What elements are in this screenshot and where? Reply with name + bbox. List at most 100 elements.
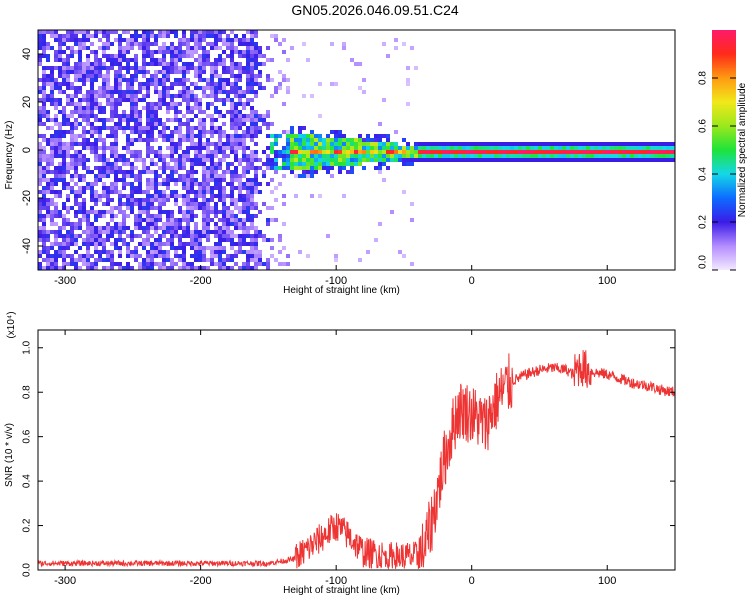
heatmap-cell (106, 74, 110, 78)
heatmap-cell (106, 230, 110, 234)
heatmap-cell (62, 66, 66, 70)
heatmap-cell (154, 222, 158, 226)
heatmap-cell (202, 134, 206, 138)
heatmap-cell (42, 174, 46, 178)
heatmap-cell (74, 78, 78, 82)
heatmap-cell (574, 142, 578, 146)
heatmap-cell (70, 66, 74, 70)
heatmap-cell (334, 82, 338, 86)
heatmap-cell (246, 42, 250, 46)
heatmap-cell (62, 258, 66, 262)
heatmap-cell (198, 130, 202, 134)
heatmap-cell (422, 154, 426, 158)
heatmap-cell (238, 138, 242, 142)
heatmap-cell (206, 82, 210, 86)
heatmap-cell (134, 30, 138, 34)
heatmap-cell (118, 54, 122, 58)
heatmap-cell (222, 246, 226, 250)
snr-y-tick-label: 0.0 (22, 563, 33, 577)
heatmap-cell (426, 146, 430, 150)
heatmap-cell (574, 150, 578, 154)
heatmap-cell (106, 258, 110, 262)
heatmap-cell (182, 138, 186, 142)
heatmap-cell (74, 234, 78, 238)
heatmap-cell (234, 90, 238, 94)
heatmap-cell (194, 114, 198, 118)
heatmap-cell (162, 202, 166, 206)
heatmap-cell (54, 214, 58, 218)
heatmap-cell (70, 94, 74, 98)
heatmap-cell (190, 234, 194, 238)
heatmap-cell (94, 154, 98, 158)
heatmap-cell (202, 210, 206, 214)
heatmap-cell (50, 190, 54, 194)
heatmap-cell (106, 250, 110, 254)
heatmap-cell (138, 210, 142, 214)
heatmap-cell (82, 202, 86, 206)
heatmap-cell (418, 150, 422, 154)
heatmap-cell (106, 190, 110, 194)
heatmap-cell (658, 146, 662, 150)
heatmap-cell (258, 258, 262, 262)
heatmap-cell (42, 218, 46, 222)
heatmap-cell (190, 62, 194, 66)
heatmap-cell (98, 62, 102, 66)
heatmap-cell (174, 78, 178, 82)
heatmap-cell (410, 46, 414, 50)
heatmap-cell (226, 82, 230, 86)
heatmap-cell (554, 146, 558, 150)
heatmap-cell (78, 54, 82, 58)
heatmap-cell (54, 58, 58, 62)
heatmap-cell (78, 226, 82, 230)
heatmap-cell (54, 170, 58, 174)
heatmap-cell (174, 30, 178, 34)
heatmap-cell (78, 106, 82, 110)
heatmap-cell (246, 210, 250, 214)
heatmap-cell (46, 190, 50, 194)
heatmap-cell (266, 206, 270, 210)
heatmap-cell (342, 134, 346, 138)
heatmap-cell (50, 214, 54, 218)
heatmap-cell (126, 254, 130, 258)
heatmap-cell (530, 142, 534, 146)
heatmap-cell (246, 218, 250, 222)
heatmap-cell (178, 166, 182, 170)
heatmap-cell (406, 150, 410, 154)
heatmap-cell (362, 166, 366, 170)
heatmap-cell (294, 158, 298, 162)
heatmap-cell (50, 90, 54, 94)
heatmap-cell (162, 170, 166, 174)
heatmap-cell (238, 66, 242, 70)
heatmap-cell (162, 242, 166, 246)
heatmap-cell (210, 66, 214, 70)
heatmap-cell (258, 74, 262, 78)
heatmap-cell (526, 142, 530, 146)
heatmap-cell (506, 150, 510, 154)
heatmap-cell (282, 222, 286, 226)
heatmap-cell (190, 46, 194, 50)
heatmap-cell (118, 38, 122, 42)
heatmap-cell (54, 34, 58, 38)
heatmap-cell (98, 46, 102, 50)
heatmap-cell (250, 114, 254, 118)
heatmap-cell (62, 262, 66, 266)
spectrogram-x-tick-label: 100 (598, 275, 616, 287)
heatmap-cell (650, 158, 654, 162)
heatmap-cell (470, 154, 474, 158)
heatmap-cell (86, 66, 90, 70)
heatmap-cell (46, 262, 50, 266)
heatmap-cell (158, 154, 162, 158)
heatmap-cell (222, 190, 226, 194)
heatmap-cell (250, 166, 254, 170)
heatmap-cell (594, 146, 598, 150)
heatmap-cell (190, 218, 194, 222)
heatmap-cell (114, 82, 118, 86)
heatmap-cell (50, 186, 54, 190)
heatmap-cell (166, 226, 170, 230)
heatmap-cell (126, 150, 130, 154)
heatmap-cell (358, 86, 362, 90)
heatmap-cell (254, 174, 258, 178)
heatmap-cell (206, 218, 210, 222)
heatmap-cell (142, 50, 146, 54)
heatmap-cell (322, 138, 326, 142)
